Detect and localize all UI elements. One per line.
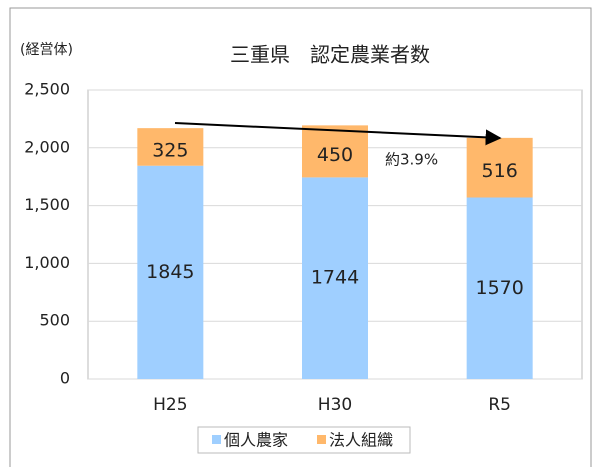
y-tick-label: 0 (60, 369, 70, 388)
legend-swatch (317, 435, 326, 444)
bar-segment (137, 165, 204, 379)
data-label: 1570 (475, 277, 523, 299)
bar-segment (302, 177, 368, 379)
y-tick-label: 2,000 (24, 137, 70, 156)
trend-arrow (174, 122, 502, 146)
bar-segment (137, 128, 204, 166)
data-label: 516 (482, 160, 518, 182)
y-tick-label: 2,500 (24, 80, 70, 99)
y-tick-label: 500 (39, 311, 70, 330)
y-tick-label: 1,500 (24, 195, 70, 214)
x-tick-label: R5 (488, 395, 511, 415)
data-label: 1845 (146, 261, 194, 283)
legend-label: 法人組織 (329, 431, 393, 450)
bar-segment (302, 125, 368, 178)
x-tick-label: H30 (318, 395, 352, 415)
data-label: 450 (317, 144, 353, 166)
data-label: 325 (152, 139, 188, 161)
legend-label: 個人農家 (224, 431, 288, 450)
data-label: 1744 (311, 267, 359, 289)
bar-segment (466, 137, 533, 198)
chart-title: 三重県 認定農業者数 (230, 43, 430, 67)
legend-swatch (212, 435, 221, 444)
x-tick-label: H25 (153, 395, 187, 415)
y-tick-label: 1,000 (24, 253, 70, 272)
y-axis-label: (経営体) (20, 42, 73, 58)
legend-box (197, 426, 411, 454)
annotation: 約3.9% (385, 151, 438, 169)
bar-segment (466, 197, 533, 379)
